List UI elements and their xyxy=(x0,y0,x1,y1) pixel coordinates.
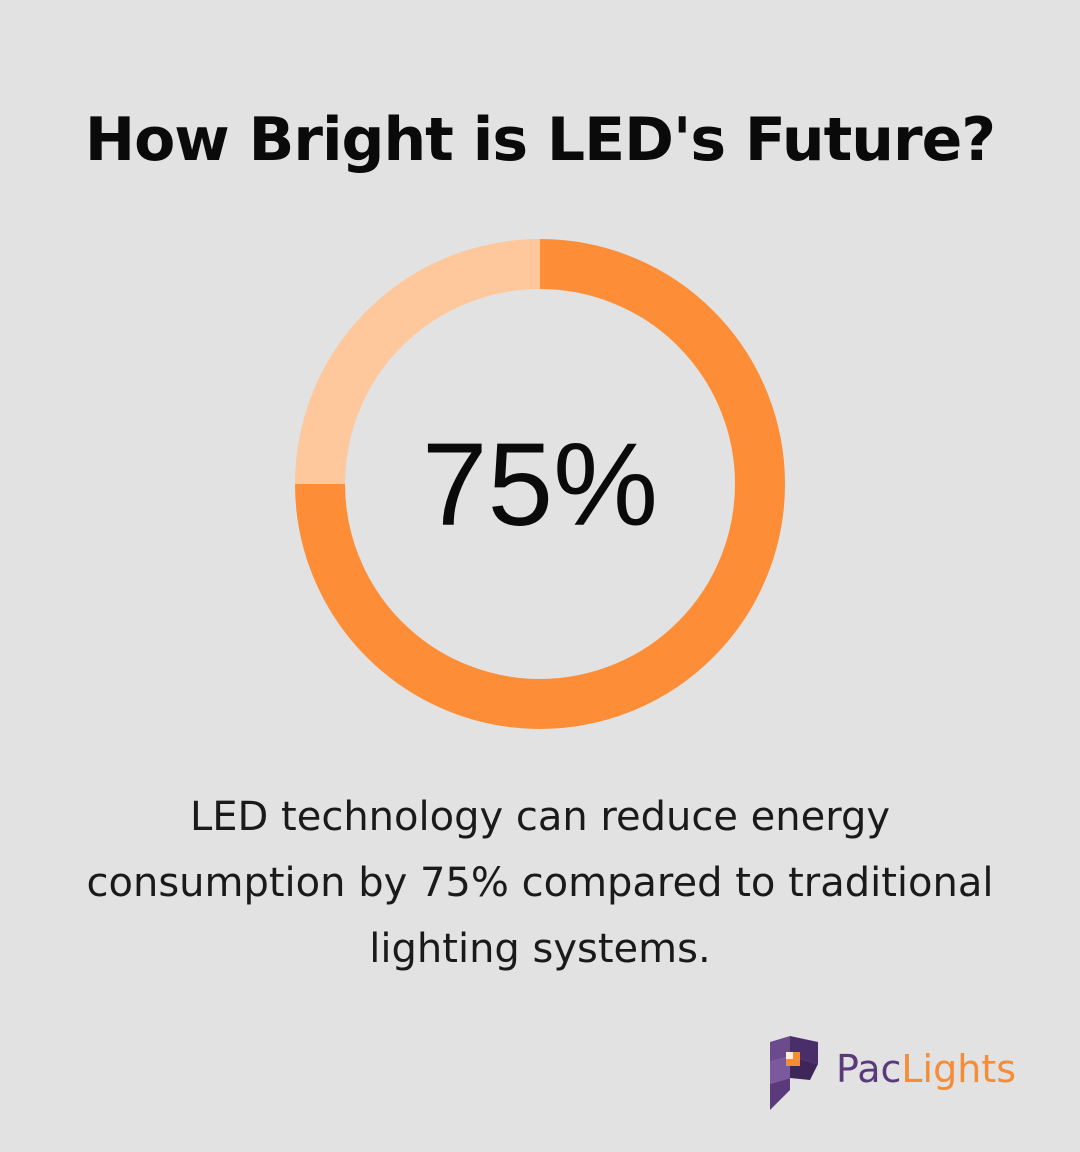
brand-name: PacLights xyxy=(836,1044,1016,1094)
caption-text: LED technology can reduce energy consump… xyxy=(40,784,1040,982)
caption-line-3: lighting systems. xyxy=(369,926,711,972)
donut-svg xyxy=(295,239,785,729)
donut-chart xyxy=(290,234,790,734)
caption-line-2: consumption by 75% compared to tradition… xyxy=(86,860,994,906)
donut-slice-2 xyxy=(295,239,541,485)
center-percentage-label: 75% xyxy=(421,419,659,551)
chart-title: How Bright is LED's Future? xyxy=(84,105,996,175)
brand-name-part-b: Lights xyxy=(901,1047,1017,1091)
brand-logo: PacLights xyxy=(764,1034,1054,1114)
caption-line-1: LED technology can reduce energy xyxy=(189,794,891,840)
paclights-logo-icon xyxy=(770,1036,818,1110)
donut-slice-1 xyxy=(295,239,785,729)
brand-name-part-a: Pac xyxy=(836,1047,902,1091)
